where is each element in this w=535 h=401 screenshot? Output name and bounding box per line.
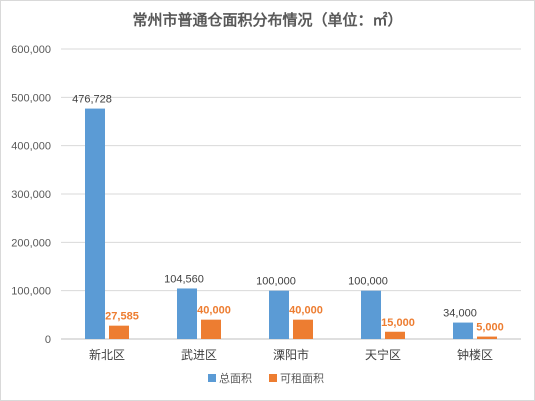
chart-title: 常州市普通仓面积分布情况（单位：㎡） (132, 11, 403, 29)
data-label: 5,000 (476, 322, 504, 334)
legend-label: 总面积 (219, 371, 252, 385)
y-tick-label: 300,000 (11, 189, 51, 201)
y-tick-label: 200,000 (11, 237, 51, 249)
bar-rentable (385, 331, 405, 339)
data-label: 27,585 (105, 311, 139, 323)
bar-total (269, 290, 289, 339)
x-tick-label: 钟楼区 (457, 347, 493, 362)
data-label: 40,000 (289, 305, 323, 317)
data-label: 100,000 (348, 276, 388, 288)
bar-total (85, 108, 105, 339)
bar-rentable (201, 319, 221, 339)
y-tick-label: 600,000 (11, 44, 51, 56)
data-label: 40,000 (197, 305, 231, 317)
y-tick-label: 400,000 (11, 141, 51, 153)
data-label: 104,560 (164, 273, 204, 285)
bar-total (361, 290, 381, 339)
x-tick-label: 新北区 (89, 347, 125, 362)
x-tick-label: 武进区 (181, 348, 217, 362)
data-label: 476,728 (72, 94, 112, 106)
bar-rentable (109, 325, 129, 339)
y-tick-label: 0 (45, 334, 51, 346)
x-tick-label: 溧阳市 (273, 347, 309, 362)
bar-rentable (477, 336, 497, 339)
data-label: 100,000 (256, 276, 296, 288)
bar-total (453, 322, 473, 339)
legend-swatch (208, 374, 216, 382)
legend-label: 可租面积 (280, 372, 324, 385)
data-label: 15,000 (381, 317, 415, 329)
data-label: 34,000 (443, 308, 477, 320)
y-tick-label: 100,000 (11, 286, 51, 298)
legend-swatch (269, 374, 277, 382)
bar-rentable (293, 319, 313, 339)
bar-total (177, 288, 197, 339)
y-tick-label: 500,000 (11, 92, 51, 104)
x-tick-label: 天宁区 (365, 347, 401, 362)
